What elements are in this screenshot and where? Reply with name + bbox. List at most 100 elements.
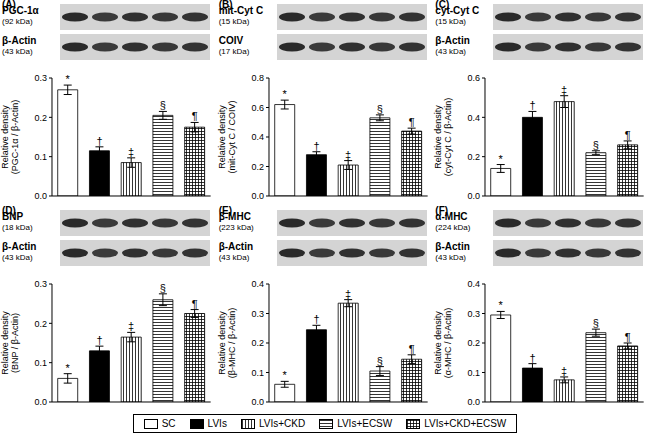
html-text:β-Actin: β-Actin <box>218 241 254 252</box>
html-text:(A): (A) <box>2 0 16 10</box>
svg-text:0.3: 0.3 <box>34 279 47 289</box>
svg-text:0.0: 0.0 <box>251 397 264 407</box>
html-text:(D): (D) <box>2 205 16 216</box>
svg-text:0.3: 0.3 <box>251 309 264 319</box>
html-text:mit-Cyt C: mit-Cyt C <box>218 5 264 16</box>
svg-text:¶: ¶ <box>192 110 198 122</box>
svg-text:(α-MHC / β-Actin): (α-MHC / β-Actin) <box>443 308 453 378</box>
svg-text:¶: ¶ <box>408 116 414 128</box>
html-text:LVIs+ECSW: LVIs+ECSW <box>337 418 393 429</box>
svg-text:0.6: 0.6 <box>251 103 264 113</box>
html-text:β-Actin: β-Actin <box>435 241 470 252</box>
svg-text:0.2: 0.2 <box>251 162 264 172</box>
svg-text:0.3: 0.3 <box>468 309 481 319</box>
svg-text:(PGC-1α / β-Actin): (PGC-1α / β-Actin) <box>10 100 20 174</box>
svg-text:0.1: 0.1 <box>468 368 481 378</box>
html-text:LVIs+CKD: LVIs+CKD <box>258 418 306 429</box>
html-text:COIV: COIV <box>218 35 244 46</box>
svg-text:‡: ‡ <box>128 320 134 332</box>
svg-text:0.0: 0.0 <box>251 191 264 201</box>
svg-text:‡: ‡ <box>345 149 351 161</box>
svg-text:Relative density: Relative density <box>217 311 227 375</box>
html-text:(F): (F) <box>435 205 449 216</box>
svg-text:¶: ¶ <box>408 343 414 355</box>
html-text:(E): (E) <box>218 205 232 216</box>
svg-text:0.2: 0.2 <box>468 338 481 348</box>
html-text:β-Actin: β-Actin <box>435 35 470 46</box>
svg-text:0.0: 0.0 <box>34 191 47 201</box>
svg-text:†: † <box>96 135 102 147</box>
svg-text:0.1: 0.1 <box>34 358 47 368</box>
svg-text:*: * <box>282 369 287 381</box>
html-text:cyt-Cyt C: cyt-Cyt C <box>435 5 480 16</box>
svg-text:0.4: 0.4 <box>468 113 481 123</box>
svg-text:§: § <box>593 139 599 151</box>
svg-text:¶: ¶ <box>625 331 631 343</box>
svg-text:0.2: 0.2 <box>251 338 264 348</box>
html-text:(C): (C) <box>435 0 450 10</box>
svg-text:*: * <box>66 362 71 374</box>
svg-text:Relative density: Relative density <box>217 105 227 169</box>
html-text:(43 kDa): (43 kDa) <box>218 253 250 262</box>
svg-text:*: * <box>499 153 504 165</box>
svg-text:0.6: 0.6 <box>468 73 481 83</box>
svg-text:†: † <box>313 140 319 152</box>
svg-text:0.2: 0.2 <box>468 152 481 162</box>
svg-text:§: § <box>377 103 383 115</box>
svg-text:(BNP / β-Actin): (BNP / β-Actin) <box>10 313 20 373</box>
svg-text:(β-MHC / β-Actin): (β-MHC / β-Actin) <box>227 308 237 378</box>
svg-text:0.0: 0.0 <box>468 191 481 201</box>
svg-text:‡: ‡ <box>128 146 134 158</box>
html-text:(17 kDa): (17 kDa) <box>218 47 250 56</box>
svg-text:0.0: 0.0 <box>34 397 47 407</box>
svg-text:†: † <box>313 313 319 325</box>
html-text:(92 kDa): (92 kDa) <box>2 17 33 26</box>
html-text:(B): (B) <box>218 0 233 10</box>
html-text:(223 kDa): (223 kDa) <box>218 223 254 232</box>
svg-text:0.2: 0.2 <box>34 319 47 329</box>
html-text:β-MHC: β-MHC <box>218 211 251 222</box>
svg-text:¶: ¶ <box>625 129 631 141</box>
html-text:LVIs: LVIs <box>207 418 227 429</box>
svg-text:0.4: 0.4 <box>251 132 264 142</box>
html-text:SC: SC <box>161 418 176 429</box>
html-text:(18 kDa): (18 kDa) <box>2 223 33 232</box>
svg-text:0.3: 0.3 <box>34 73 47 83</box>
svg-text:‡: ‡ <box>345 288 351 300</box>
html-text:BNP: BNP <box>2 211 24 222</box>
svg-text:0.4: 0.4 <box>251 279 264 289</box>
html-text:β-Actin: β-Actin <box>2 241 37 252</box>
svg-text:(mit-Cyt C / COIV): (mit-Cyt C / COIV) <box>227 101 237 174</box>
svg-text:(cyt-Cyt C / β-Actin): (cyt-Cyt C / β-Actin) <box>443 98 453 177</box>
svg-text:*: * <box>499 299 504 311</box>
html-text:α-MHC: α-MHC <box>435 211 468 222</box>
html-text:(43 kDa): (43 kDa) <box>435 47 466 56</box>
svg-text:‡: ‡ <box>561 365 567 377</box>
svg-text:0.2: 0.2 <box>34 113 47 123</box>
svg-text:‡: ‡ <box>561 84 567 96</box>
svg-text:†: † <box>96 334 102 346</box>
svg-text:§: § <box>377 355 383 367</box>
html-text:β-Actin: β-Actin <box>2 35 37 46</box>
svg-text:Relative density: Relative density <box>433 105 443 169</box>
html-text:LVIs+CKD+ECSW: LVIs+CKD+ECSW <box>424 418 507 429</box>
svg-text:§: § <box>593 317 599 329</box>
html-text:(43 kDa): (43 kDa) <box>2 253 33 262</box>
svg-text:*: * <box>282 88 287 100</box>
svg-text:0.4: 0.4 <box>468 279 481 289</box>
svg-text:*: * <box>66 73 71 85</box>
html-text:(15 kDa): (15 kDa) <box>218 17 250 26</box>
svg-text:¶: ¶ <box>192 298 198 310</box>
svg-text:0.0: 0.0 <box>468 397 481 407</box>
svg-text:0.1: 0.1 <box>34 152 47 162</box>
svg-text:0.8: 0.8 <box>251 73 264 83</box>
html-text:(15 kDa): (15 kDa) <box>435 17 466 26</box>
html-text:(43 kDa): (43 kDa) <box>2 47 33 56</box>
html-text:PGC-1α: PGC-1α <box>2 5 39 16</box>
svg-text:§: § <box>160 282 166 294</box>
svg-text:†: † <box>530 99 536 111</box>
svg-text:†: † <box>530 352 536 364</box>
svg-text:§: § <box>160 99 166 111</box>
svg-text:Relative density: Relative density <box>433 311 443 375</box>
svg-text:0.1: 0.1 <box>251 368 264 378</box>
